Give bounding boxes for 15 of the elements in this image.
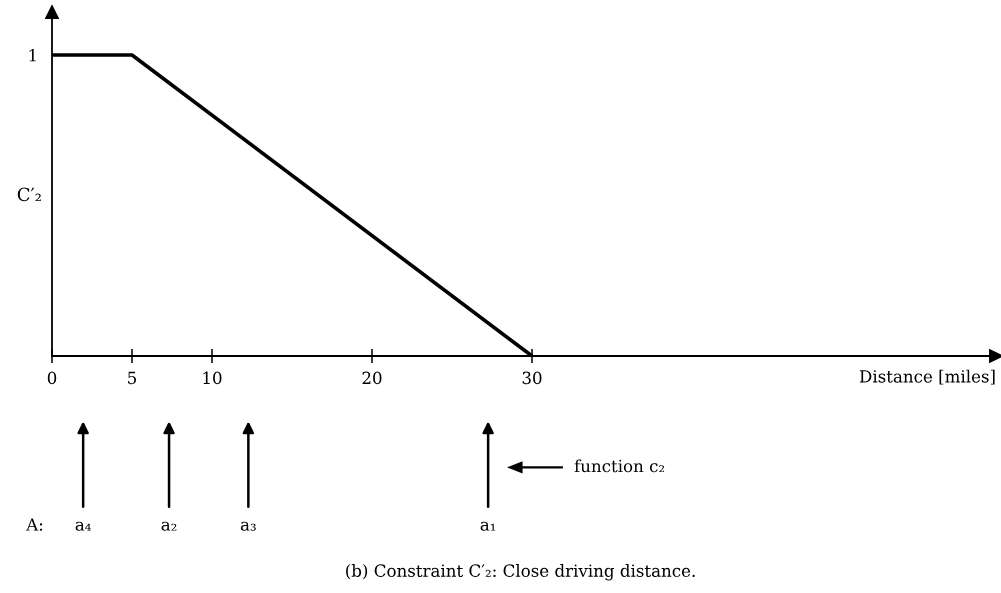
- y-axis-title: C′₂: [17, 187, 41, 202]
- text: a₂: [161, 521, 177, 531]
- x-tick-label: 5: [128, 371, 137, 385]
- text: a₄: [75, 521, 91, 531]
- x-axis-title: Distance [miles]: [859, 369, 995, 385]
- x-tick-label: 10: [203, 371, 222, 385]
- text: (b) Constraint C′₂: Close driving distance.: [346, 564, 695, 581]
- x-tick-label: 20: [362, 371, 382, 385]
- text: A:: [26, 518, 43, 531]
- x-tick-label: 30: [522, 371, 542, 385]
- annotation: 1: [29, 48, 36, 62]
- x-tick-label: 0: [47, 371, 57, 385]
- text: a₁: [480, 521, 496, 531]
- text: a₃: [240, 521, 256, 531]
- text: function c₂: [574, 459, 665, 473]
